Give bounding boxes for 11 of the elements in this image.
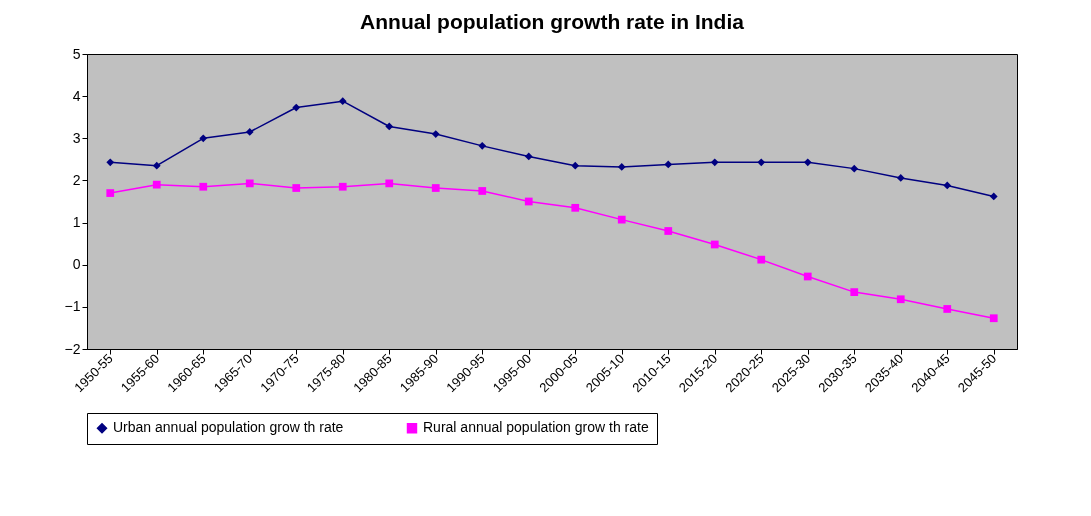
y-tick-label: 1: [72, 214, 81, 231]
legend-label: Rural annual population grow th rate: [423, 419, 649, 436]
legend-label: Urban annual population grow th rate: [113, 419, 344, 436]
y-tick-label: −2: [64, 340, 81, 357]
y-tick-label: 3: [72, 129, 81, 146]
y-tick-label: 2: [72, 171, 81, 188]
chart-title: Annual population growth rate in India: [360, 10, 745, 33]
y-tick-label: 0: [72, 256, 81, 273]
y-tick-label: 5: [72, 45, 81, 62]
y-tick-label: 4: [72, 87, 81, 104]
y-tick-label: −1: [64, 298, 81, 315]
